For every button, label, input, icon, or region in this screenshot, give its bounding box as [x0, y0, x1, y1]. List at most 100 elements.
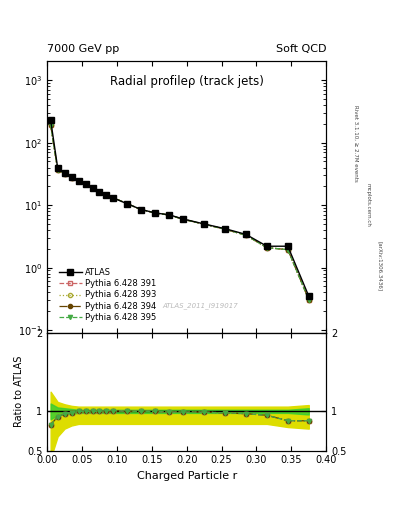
Pythia 6.428 394: [307, 296, 311, 303]
Pythia 6.428 391: [90, 185, 95, 191]
Pythia 6.428 395: [76, 178, 81, 184]
Pythia 6.428 394: [90, 185, 95, 191]
Pythia 6.428 395: [264, 245, 269, 251]
Pythia 6.428 391: [139, 206, 144, 212]
Pythia 6.428 393: [104, 191, 109, 198]
ATLAS: [90, 185, 95, 191]
Pythia 6.428 393: [55, 166, 60, 173]
Pythia 6.428 394: [153, 210, 158, 216]
Pythia 6.428 391: [264, 245, 269, 251]
Pythia 6.428 395: [111, 195, 116, 201]
Pythia 6.428 395: [244, 232, 248, 238]
Pythia 6.428 393: [62, 170, 67, 177]
Text: Rivet 3.1.10, ≥ 2.7M events: Rivet 3.1.10, ≥ 2.7M events: [354, 105, 359, 182]
Pythia 6.428 391: [62, 170, 67, 177]
Pythia 6.428 394: [62, 170, 67, 177]
ATLAS: [153, 210, 158, 216]
Pythia 6.428 395: [307, 296, 311, 303]
Line: Pythia 6.428 391: Pythia 6.428 391: [49, 123, 311, 302]
ATLAS: [76, 178, 81, 184]
ATLAS: [111, 195, 116, 201]
Pythia 6.428 395: [139, 206, 144, 212]
Pythia 6.428 393: [167, 212, 172, 218]
Pythia 6.428 395: [125, 201, 130, 207]
Pythia 6.428 393: [285, 247, 290, 253]
Pythia 6.428 393: [181, 216, 185, 222]
Pythia 6.428 394: [111, 195, 116, 201]
Pythia 6.428 394: [181, 216, 185, 222]
Pythia 6.428 393: [48, 122, 53, 128]
Pythia 6.428 394: [83, 181, 88, 187]
ATLAS: [244, 231, 248, 238]
Pythia 6.428 394: [244, 232, 248, 238]
Pythia 6.428 394: [76, 178, 81, 184]
Pythia 6.428 394: [202, 221, 206, 227]
Pythia 6.428 393: [90, 185, 95, 191]
Pythia 6.428 393: [83, 181, 88, 187]
Line: Pythia 6.428 395: Pythia 6.428 395: [49, 123, 311, 302]
Pythia 6.428 393: [139, 206, 144, 212]
Pythia 6.428 395: [223, 226, 228, 232]
Line: Pythia 6.428 393: Pythia 6.428 393: [49, 123, 311, 302]
Pythia 6.428 394: [167, 212, 172, 218]
X-axis label: Charged Particle r: Charged Particle r: [136, 471, 237, 481]
ATLAS: [285, 243, 290, 249]
ATLAS: [55, 164, 60, 170]
Y-axis label: Ratio to ATLAS: Ratio to ATLAS: [14, 356, 24, 428]
ATLAS: [307, 293, 311, 299]
Pythia 6.428 395: [153, 210, 158, 216]
Pythia 6.428 395: [97, 188, 102, 195]
Line: ATLAS: ATLAS: [48, 117, 312, 299]
Pythia 6.428 393: [264, 245, 269, 251]
Pythia 6.428 394: [97, 188, 102, 195]
Text: 7000 GeV pp: 7000 GeV pp: [47, 44, 119, 54]
Pythia 6.428 395: [62, 170, 67, 177]
ATLAS: [104, 192, 109, 198]
Pythia 6.428 394: [223, 226, 228, 232]
Pythia 6.428 395: [83, 181, 88, 187]
ATLAS: [83, 181, 88, 187]
Pythia 6.428 394: [69, 175, 74, 181]
Pythia 6.428 391: [223, 226, 228, 232]
Pythia 6.428 395: [55, 166, 60, 173]
Pythia 6.428 391: [76, 178, 81, 184]
Pythia 6.428 391: [69, 175, 74, 181]
ATLAS: [264, 243, 269, 249]
ATLAS: [48, 117, 53, 123]
ATLAS: [139, 206, 144, 212]
ATLAS: [97, 188, 102, 195]
Pythia 6.428 391: [48, 122, 53, 128]
Text: mcplots.cern.ch: mcplots.cern.ch: [365, 183, 371, 227]
Pythia 6.428 391: [97, 188, 102, 195]
Pythia 6.428 395: [69, 175, 74, 181]
Pythia 6.428 391: [285, 247, 290, 253]
Pythia 6.428 395: [181, 216, 185, 222]
Pythia 6.428 391: [307, 296, 311, 303]
Pythia 6.428 394: [139, 206, 144, 212]
Pythia 6.428 391: [167, 212, 172, 218]
Pythia 6.428 391: [104, 191, 109, 198]
Pythia 6.428 395: [202, 221, 206, 227]
Text: [arXiv:1306.3436]: [arXiv:1306.3436]: [377, 241, 382, 291]
Pythia 6.428 391: [181, 216, 185, 222]
Pythia 6.428 395: [90, 185, 95, 191]
Pythia 6.428 394: [55, 166, 60, 173]
Pythia 6.428 394: [48, 122, 53, 128]
Pythia 6.428 395: [104, 191, 109, 198]
Pythia 6.428 391: [55, 166, 60, 173]
ATLAS: [181, 216, 185, 222]
Pythia 6.428 393: [202, 221, 206, 227]
Pythia 6.428 394: [264, 245, 269, 251]
Pythia 6.428 394: [125, 201, 130, 207]
Pythia 6.428 395: [285, 247, 290, 253]
ATLAS: [202, 221, 206, 227]
Text: Radial profileρ (track jets): Radial profileρ (track jets): [110, 75, 264, 88]
ATLAS: [69, 174, 74, 180]
Pythia 6.428 393: [76, 178, 81, 184]
Pythia 6.428 395: [167, 212, 172, 218]
Pythia 6.428 391: [111, 195, 116, 201]
Pythia 6.428 391: [153, 210, 158, 216]
ATLAS: [167, 212, 172, 218]
Legend: ATLAS, Pythia 6.428 391, Pythia 6.428 393, Pythia 6.428 394, Pythia 6.428 395: ATLAS, Pythia 6.428 391, Pythia 6.428 39…: [57, 267, 158, 323]
Pythia 6.428 391: [244, 232, 248, 238]
